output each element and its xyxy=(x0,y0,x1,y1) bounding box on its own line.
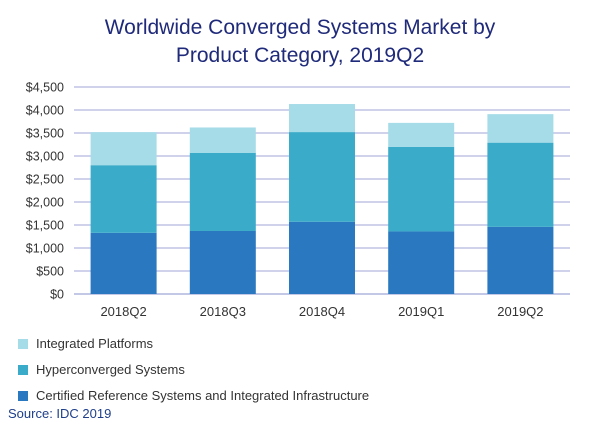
x-tick-label-2019q1: 2019Q1 xyxy=(398,304,444,319)
y-tick-label: $4,000 xyxy=(26,104,64,118)
y-tick-label: $4,500 xyxy=(26,81,64,95)
legend-swatch-integrated-platforms xyxy=(18,339,28,349)
chart-title: Worldwide Converged Systems Market by Pr… xyxy=(0,14,600,70)
legend-label-certified-reference-systems: Certified Reference Systems and Integrat… xyxy=(36,388,370,403)
bar-2018q2-integrated-platforms xyxy=(90,132,157,166)
y-tick-label: $3,000 xyxy=(26,150,64,164)
bar-2018q3-hyperconverged-systems xyxy=(189,152,256,231)
y-tick-label: $1,000 xyxy=(26,242,64,256)
bar-2019q2-integrated-platforms xyxy=(487,114,554,143)
y-tick-label: $2,500 xyxy=(26,173,64,187)
y-axis-ticks: $0 $500 $1,000 $1,500 $2,000 $2,500 $3,000 $3,5… xyxy=(26,81,64,302)
y-tick-label: $2,000 xyxy=(26,196,64,210)
bar-2019q1-hyperconverged-systems xyxy=(388,146,455,232)
x-axis-ticks: 2018Q2 2018Q3 2018Q4 2019Q1 2019Q2 xyxy=(100,304,543,319)
bar-2018q2-certified-reference-systems-an xyxy=(90,232,157,294)
legend-swatch-certified-reference-systems xyxy=(18,391,28,401)
bar-2019q2-certified-reference-systems-an xyxy=(487,226,554,294)
bar-2019q1-certified-reference-systems-an xyxy=(388,231,455,294)
legend-label-hyperconverged-systems: Hyperconverged Systems xyxy=(36,362,185,377)
chart-title-line-1: Worldwide Converged Systems Market by xyxy=(104,16,496,39)
bar-2018q3-certified-reference-systems-an xyxy=(189,230,256,294)
bar-2018q3-integrated-platforms xyxy=(189,127,256,153)
x-tick-label-2019q2: 2019Q2 xyxy=(497,304,543,319)
chart-title-line-2: Product Category, 2019Q2 xyxy=(175,44,425,67)
x-tick-label-2018q4: 2018Q4 xyxy=(299,304,345,319)
y-tick-label: $1,500 xyxy=(26,219,64,233)
source-note: Source: IDC 2019 xyxy=(8,406,112,421)
bar-2018q2-hyperconverged-systems xyxy=(90,165,157,233)
y-tick-label: $500 xyxy=(36,265,64,279)
bar-2018q4-hyperconverged-systems xyxy=(289,132,355,222)
chart-plot: $0 $500 $1,000 $1,500 $2,000 $2,500 $3,000 $3,5… xyxy=(26,81,570,319)
bar-2018q4-integrated-platforms xyxy=(289,104,355,133)
y-tick-label: $0 xyxy=(50,288,64,302)
bar-2018q4-certified-reference-systems-an xyxy=(289,221,355,294)
bars xyxy=(90,104,554,294)
x-tick-label-2018q3: 2018Q3 xyxy=(200,304,246,319)
bar-2019q1-integrated-platforms xyxy=(388,122,455,147)
legend-swatch-hyperconverged-systems xyxy=(18,365,28,375)
y-tick-label: $3,500 xyxy=(26,127,64,141)
legend-label-integrated-platforms: Integrated Platforms xyxy=(36,336,154,351)
x-tick-label-2018q2: 2018Q2 xyxy=(100,304,146,319)
bar-2019q2-hyperconverged-systems xyxy=(487,142,554,227)
